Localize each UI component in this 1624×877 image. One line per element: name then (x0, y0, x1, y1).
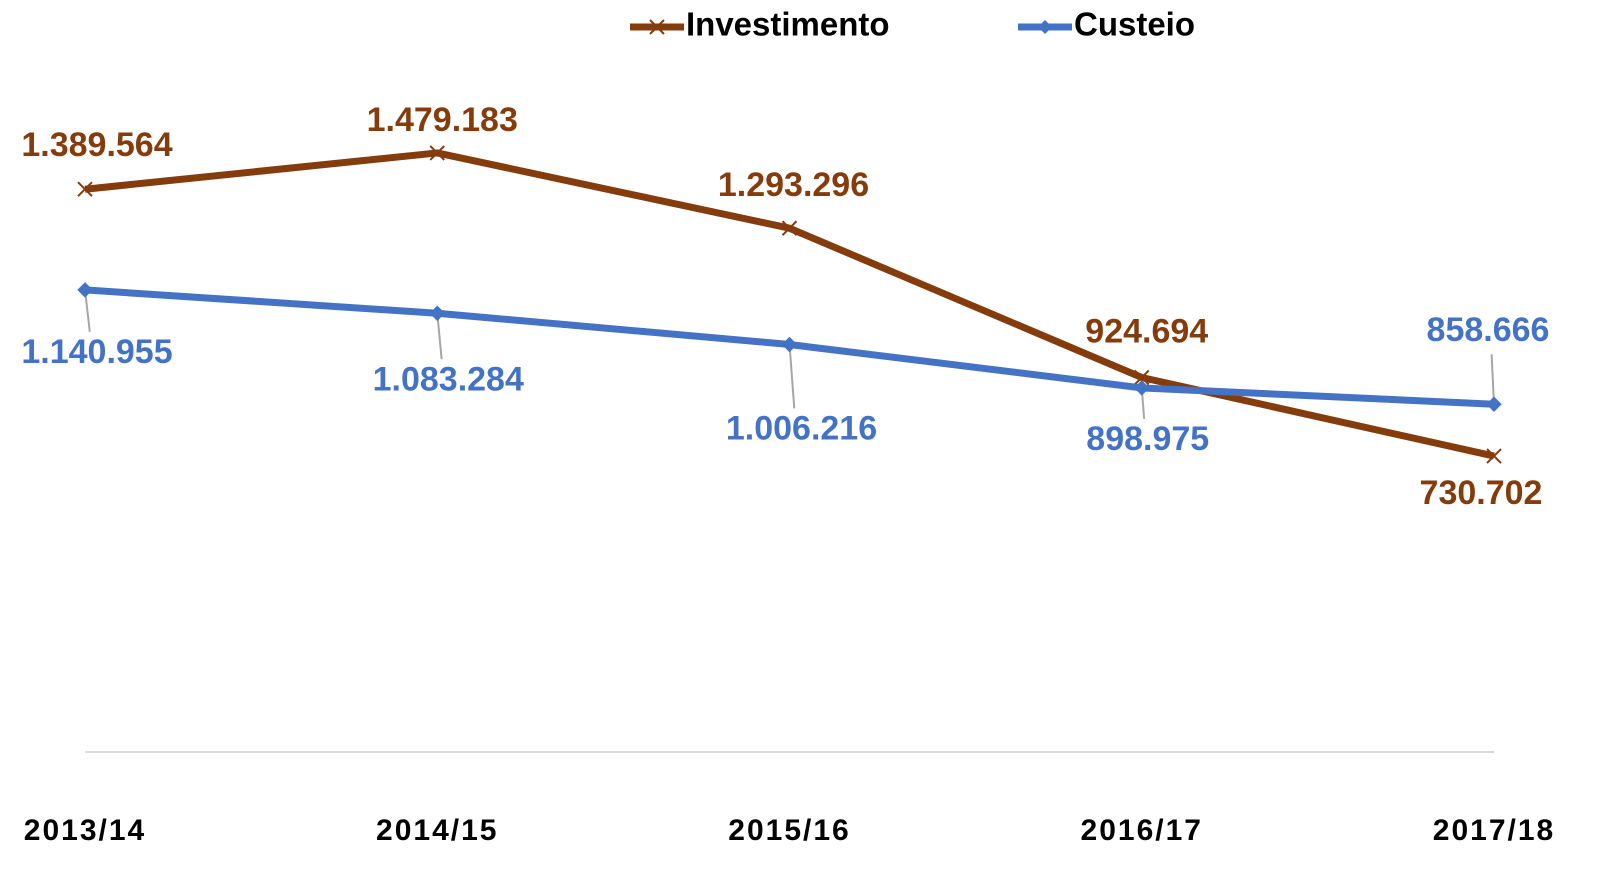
point-marker (77, 282, 93, 298)
x-tick-label: 2013/14 (24, 814, 146, 847)
leader-line (84, 289, 91, 333)
data-label: 1.389.564 (21, 126, 172, 164)
data-label: 898.975 (1086, 420, 1209, 458)
data-label: 924.694 (1085, 312, 1208, 350)
x-tick-label: 2015/16 (728, 814, 850, 847)
x-tick-label: 2014/15 (376, 814, 498, 847)
legend-label: Investimento (686, 6, 890, 43)
data-label: 730.702 (1420, 474, 1543, 512)
point-marker (429, 305, 445, 321)
point-marker (429, 145, 445, 161)
x-tick-label: 2016/17 (1081, 814, 1203, 847)
point-marker (781, 336, 798, 353)
point-marker (1134, 369, 1150, 386)
legend-marker (649, 19, 665, 35)
point-marker (1134, 380, 1150, 396)
leader-line (436, 313, 443, 360)
point-marker (1486, 396, 1502, 412)
data-label: 1.083.284 (373, 360, 524, 398)
point-marker (781, 220, 798, 236)
data-label: 858.666 (1427, 311, 1550, 349)
leader-line (1490, 354, 1495, 405)
legend-label: Custeio (1074, 6, 1195, 43)
data-label: 1.293.296 (718, 166, 869, 204)
point-marker (77, 181, 93, 197)
x-tick-label: 2017/18 (1433, 814, 1555, 847)
point-marker (1486, 448, 1502, 464)
data-label: 1.140.955 (21, 333, 172, 371)
legend-marker (1038, 20, 1052, 34)
leader-line (788, 344, 796, 409)
data-label: 1.479.183 (367, 101, 518, 139)
data-label: 1.006.216 (726, 409, 877, 447)
